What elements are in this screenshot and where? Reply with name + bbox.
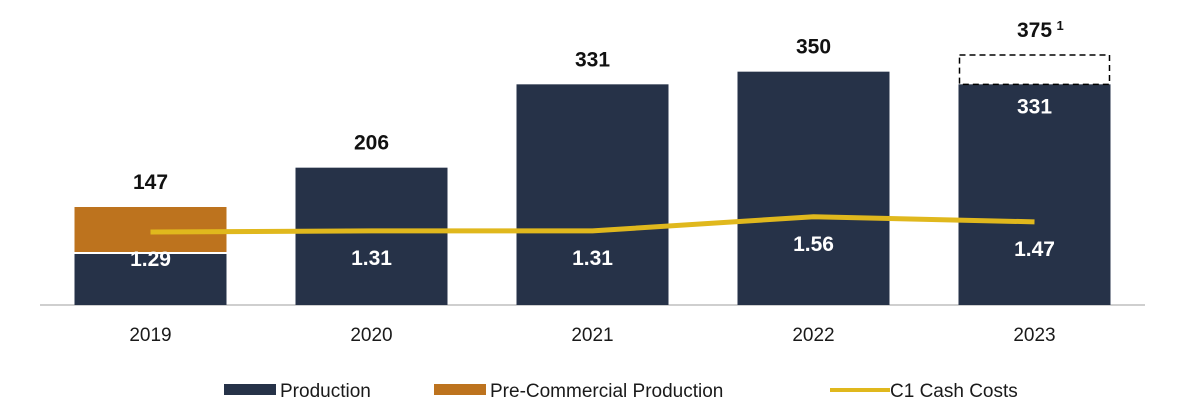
- x-tick-label-2021: 2021: [571, 325, 613, 346]
- forecast-footnote-marker: 1: [1057, 18, 1064, 33]
- x-tick-group: 2019 2020 2021 2022 2023: [129, 325, 1055, 346]
- production-bar-2022: [737, 71, 890, 306]
- total-label-2019: 147: [133, 171, 168, 194]
- legend-label-2: C1 Cash Costs: [890, 381, 1018, 402]
- x-tick-label-2019: 2019: [129, 325, 171, 346]
- x-tick-label-2022: 2022: [792, 325, 834, 346]
- x-tick-label-2020: 2020: [350, 325, 392, 346]
- total-label-2020: 206: [354, 132, 389, 155]
- legend-swatch-0: [224, 384, 276, 395]
- forecast-increment-box: [958, 54, 1111, 86]
- bar-group: [74, 54, 1111, 306]
- cost-label-2019: 1.29: [130, 248, 171, 271]
- cost-label-2023: 1.47: [1014, 238, 1055, 261]
- cost-label-2021: 1.31: [572, 247, 613, 270]
- production-bar-2021: [516, 84, 669, 305]
- legend: Production Pre-Commercial Production C1 Ca…: [224, 381, 1018, 402]
- c1-cash-cost-line: [150, 214, 1035, 235]
- forecast-base-label: 331: [1017, 95, 1052, 118]
- cost-line-group: [150, 214, 1035, 235]
- legend-label-0: Production: [280, 381, 371, 402]
- total-label-2023: 375: [1017, 19, 1052, 42]
- legend-label-1: Pre-Commercial Production: [490, 381, 723, 402]
- production-bar-2019: [74, 253, 227, 305]
- x-tick-label-2023: 2023: [1013, 325, 1055, 346]
- cost-label-2020: 1.31: [351, 247, 392, 270]
- total-label-2022: 350: [796, 36, 831, 59]
- label-group: 147 206 331 350 375 1 331 1.29 1.31 1.31 1.56 1.47: [130, 18, 1064, 271]
- cost-label-2022: 1.56: [793, 233, 834, 256]
- legend-swatch-1: [434, 384, 486, 395]
- total-label-2021: 331: [575, 48, 610, 71]
- production-bar-2020: [295, 167, 448, 305]
- production-bar-2023: [958, 84, 1111, 305]
